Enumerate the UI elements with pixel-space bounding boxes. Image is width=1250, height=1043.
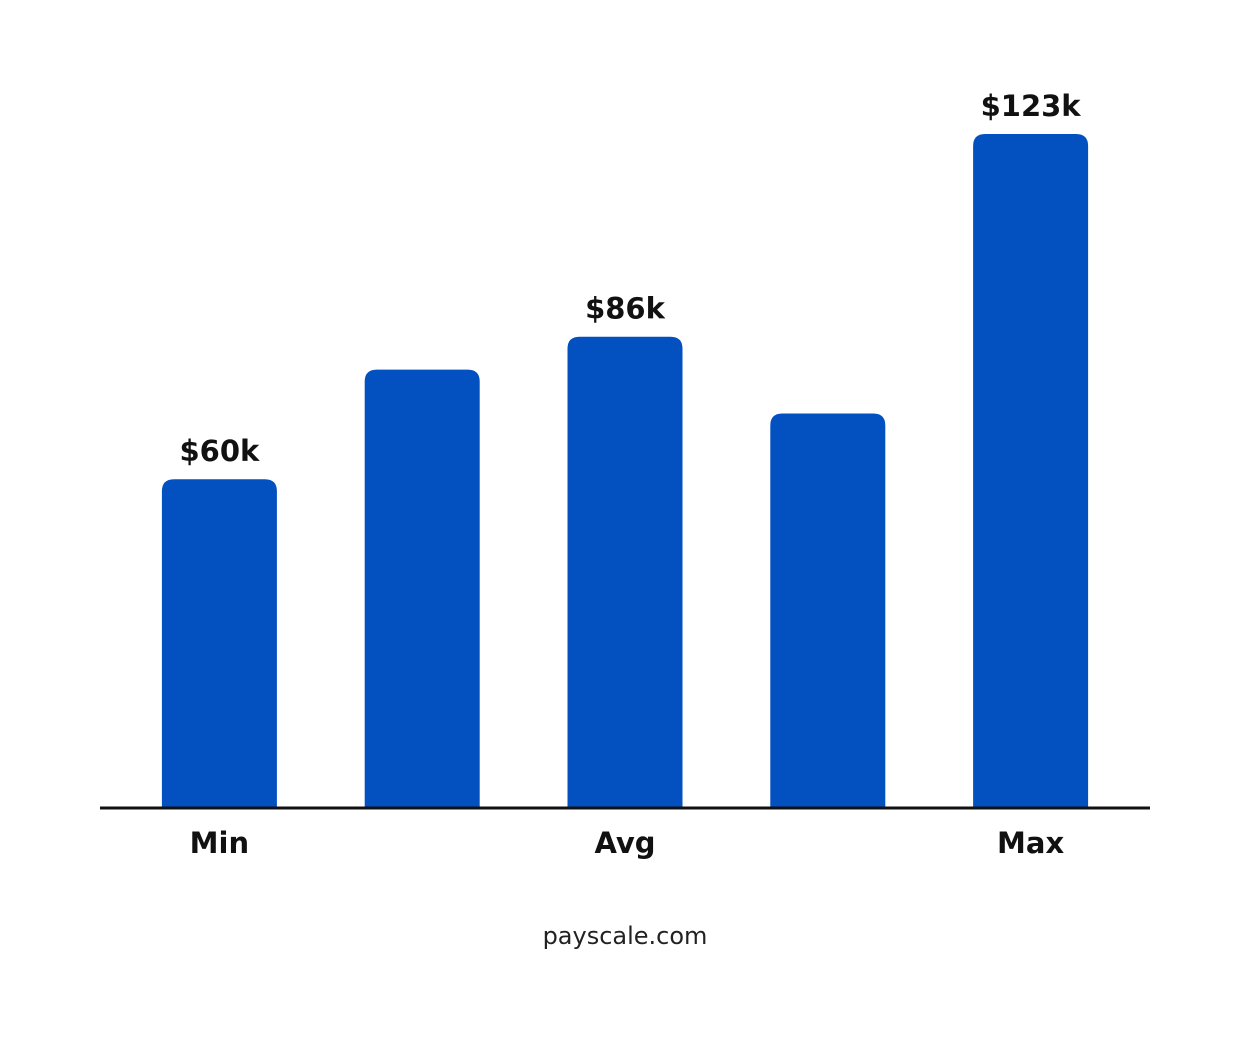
bar: [161, 479, 277, 808]
x-tick-label: Max: [997, 826, 1064, 860]
value-label: $86k: [585, 292, 666, 326]
bar: [973, 134, 1089, 808]
bar: [567, 336, 683, 808]
bar: [364, 369, 480, 808]
source: payscale.com: [543, 922, 708, 950]
bar: [770, 413, 886, 808]
x-tick-label: Avg: [594, 826, 655, 860]
x-tick-label: Min: [190, 826, 249, 860]
value-label: $60k: [179, 434, 260, 468]
value-label: $123k: [981, 89, 1082, 123]
